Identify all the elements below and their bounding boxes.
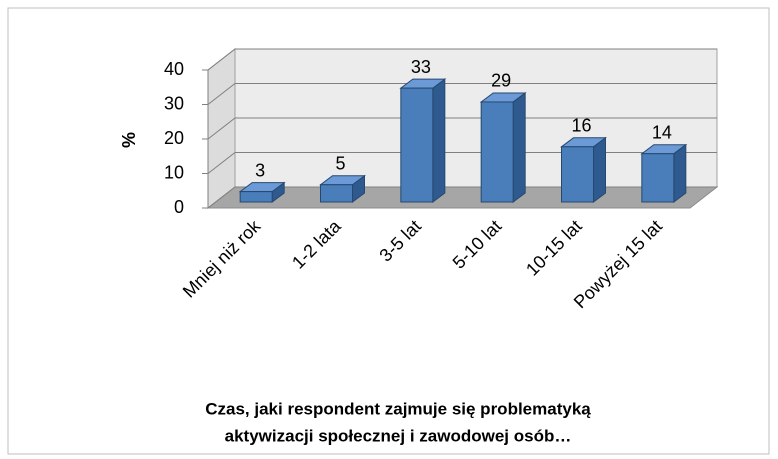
y-tick-label: 30 [164,93,184,113]
bar [400,87,434,203]
bar-side [432,78,446,203]
bar [320,184,353,203]
chart-title: Czas, jaki respondent zajmuje się proble… [205,399,591,418]
grid-line [207,186,717,209]
data-label: 16 [571,116,591,136]
grid-line [207,48,717,71]
data-label: 5 [335,154,345,174]
bar [641,153,675,203]
bar-side [673,143,687,203]
grid-line [207,117,717,140]
plot-area [202,47,719,210]
y-tick-label: 10 [164,162,184,182]
data-label: 14 [652,122,672,142]
grid-line [207,83,717,105]
bar-side [512,91,526,203]
data-label: 33 [411,57,431,77]
grid-line [207,152,717,174]
data-label: 29 [491,71,511,91]
bar-side [593,136,606,203]
bar [480,101,514,203]
chart-title: aktywizacji społecznej i zawodowej osób… [225,426,572,445]
data-label: 3 [255,160,265,180]
y-axis-label: % [119,132,139,148]
y-tick-label: 0 [174,197,184,217]
y-tick-label: 20 [164,128,184,148]
y-tick-label: 40 [164,59,184,79]
bar [239,191,273,203]
bar [561,146,594,203]
